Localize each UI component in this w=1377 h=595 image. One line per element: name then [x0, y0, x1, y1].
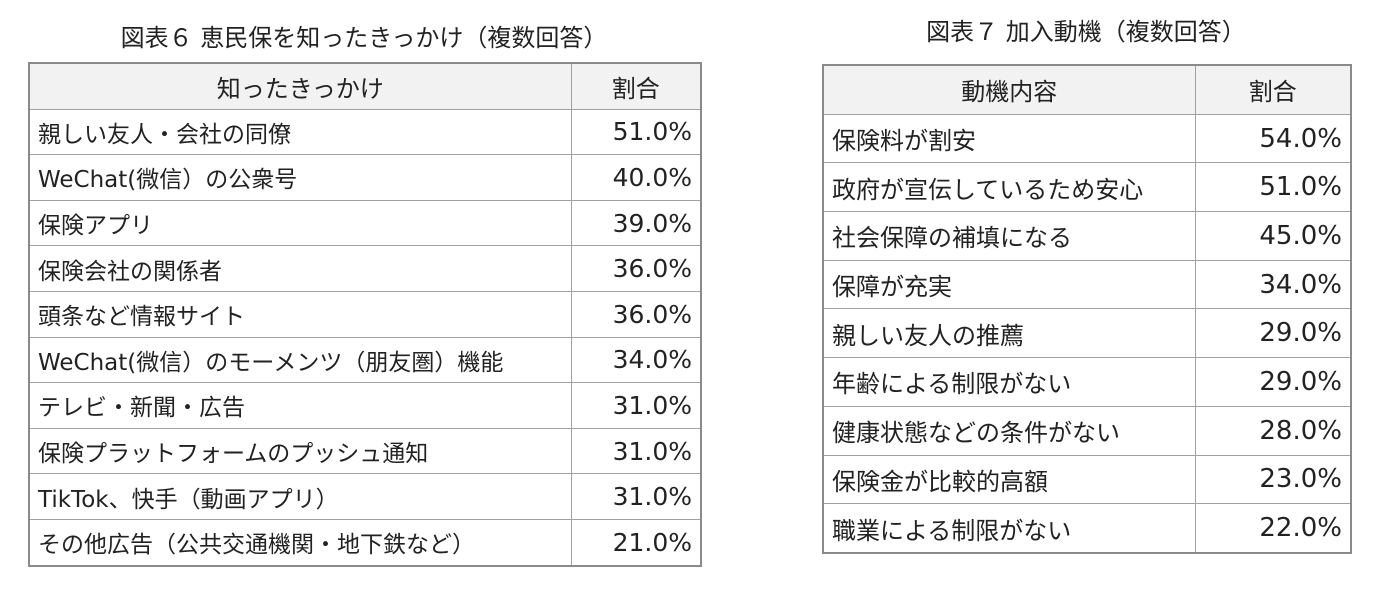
row-item: 保険会社の関係者 [28, 245, 572, 292]
row-percentage: 31.0% [570, 382, 702, 429]
row-percentage: 34.0% [1194, 259, 1352, 310]
row-percentage: 36.0% [570, 290, 702, 338]
row-item: その他広告（公共交通機関・地下鉄など） [28, 518, 572, 567]
row-item: 親しい友人・会社の同僚 [28, 108, 572, 156]
row-item: WeChat(微信）の公衆号 [28, 154, 572, 201]
header-item: 動機内容 [822, 64, 1196, 115]
table-row: テレビ・新聞・広告 31.0% [28, 382, 702, 429]
row-percentage: 22.0% [1194, 503, 1352, 554]
row-percentage: 31.0% [570, 473, 702, 520]
awareness-table: 知ったきっかけ 割合 親しい友人・会社の同僚 51.0% WeChat(微信）の公… [28, 62, 702, 567]
table-row: 健康状態などの条件がない 28.0% [822, 405, 1352, 456]
row-percentage: 40.0% [570, 154, 702, 201]
header-item: 知ったきっかけ [28, 62, 572, 110]
row-item: 保険プラットフォームのプッシュ通知 [28, 427, 572, 475]
row-percentage: 39.0% [570, 199, 702, 247]
table-row: WeChat(微信）のモーメンツ（朋友圏）機能 34.0% [28, 336, 702, 384]
row-item: 保障が充実 [822, 259, 1196, 310]
table-row: 社会保障の補填になる 45.0% [822, 211, 1352, 261]
row-item: 社会保障の補填になる [822, 211, 1196, 261]
row-item: テレビ・新聞・広告 [28, 382, 572, 429]
row-percentage: 23.0% [1194, 454, 1352, 505]
row-item: 保険金が比較的高額 [822, 454, 1196, 505]
table-row: 保険料が割安 54.0% [822, 113, 1352, 164]
row-percentage: 29.0% [1194, 308, 1352, 359]
row-percentage: 28.0% [1194, 405, 1352, 456]
row-item: 年齢による制限がない [822, 357, 1196, 407]
table-row: その他広告（公共交通機関・地下鉄など） 21.0% [28, 518, 702, 567]
table-row: 保険金が比較的高額 23.0% [822, 454, 1352, 505]
table-row: 保険アプリ 39.0% [28, 199, 702, 247]
row-item: WeChat(微信）のモーメンツ（朋友圏）機能 [28, 336, 572, 384]
table-row: WeChat(微信）の公衆号 40.0% [28, 154, 702, 201]
row-percentage: 36.0% [570, 245, 702, 292]
table-row: 政府が宣伝しているため安心 51.0% [822, 162, 1352, 213]
row-item: 保険料が割安 [822, 113, 1196, 164]
header-percentage: 割合 [1194, 64, 1352, 115]
row-percentage: 51.0% [1194, 162, 1352, 213]
row-item: 職業による制限がない [822, 503, 1196, 554]
row-percentage: 21.0% [570, 518, 702, 567]
table-header-row: 動機内容 割合 [822, 64, 1352, 115]
row-percentage: 54.0% [1194, 113, 1352, 164]
table-header-row: 知ったきっかけ 割合 [28, 62, 702, 110]
row-item: 頭条など情報サイト [28, 290, 572, 338]
row-item: 親しい友人の推薦 [822, 308, 1196, 359]
table-row: 親しい友人の推薦 29.0% [822, 308, 1352, 359]
row-percentage: 31.0% [570, 427, 702, 475]
table-row: 保障が充実 34.0% [822, 259, 1352, 310]
table-row: 年齢による制限がない 29.0% [822, 357, 1352, 407]
row-item: 健康状態などの条件がない [822, 405, 1196, 456]
header-percentage: 割合 [570, 62, 702, 110]
row-item: 政府が宣伝しているため安心 [822, 162, 1196, 213]
table-row: 親しい友人・会社の同僚 51.0% [28, 108, 702, 156]
table-row: 職業による制限がない 22.0% [822, 503, 1352, 554]
table6-caption: 図表６ 恵民保を知ったきっかけ（複数回答） [120, 24, 608, 52]
row-percentage: 51.0% [570, 108, 702, 156]
table-row: 保険プラットフォームのプッシュ通知 31.0% [28, 427, 702, 475]
row-item: 保険アプリ [28, 199, 572, 247]
row-percentage: 45.0% [1194, 211, 1352, 261]
table-row: 保険会社の関係者 36.0% [28, 245, 702, 292]
row-percentage: 29.0% [1194, 357, 1352, 407]
table-row: 頭条など情報サイト 36.0% [28, 290, 702, 338]
table7-caption: 図表７ 加入動機（複数回答） [926, 18, 1246, 46]
table-row: TikTok、快手（動画アプリ） 31.0% [28, 473, 702, 520]
row-percentage: 34.0% [570, 336, 702, 384]
row-item: TikTok、快手（動画アプリ） [28, 473, 572, 520]
motivation-table: 動機内容 割合 保険料が割安 54.0% 政府が宣伝しているため安心 51.0% 社… [822, 64, 1352, 554]
